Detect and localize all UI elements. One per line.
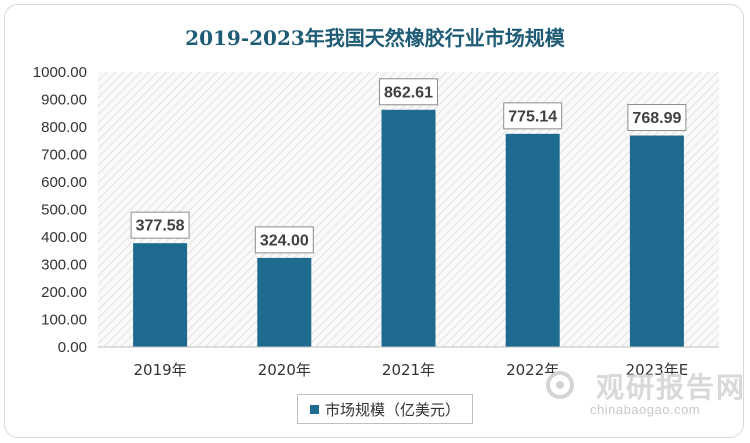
data-label: 862.61 bbox=[384, 84, 433, 101]
bar bbox=[381, 109, 436, 347]
watermark-logo-icon bbox=[546, 371, 574, 399]
chart-title: 2019-2023年我国天然橡胶行业市场规模 bbox=[185, 26, 565, 50]
legend-swatch bbox=[310, 404, 319, 414]
x-tick-label: 2022年 bbox=[506, 361, 559, 379]
data-label: 377.58 bbox=[136, 218, 185, 235]
y-tick-label: 200.00 bbox=[41, 284, 87, 301]
legend-label: 市场规模（亿美元） bbox=[325, 401, 461, 419]
x-tick-label: 2021年 bbox=[382, 361, 435, 379]
data-label-box bbox=[254, 226, 314, 254]
y-tick-label: 700.00 bbox=[41, 147, 87, 164]
watermark-url: chinabaogao.com bbox=[590, 402, 701, 417]
data-label: 768.99 bbox=[632, 110, 681, 127]
data-label: 775.14 bbox=[508, 108, 557, 125]
y-tick-label: 500.00 bbox=[41, 202, 87, 219]
data-label-box bbox=[130, 211, 190, 239]
data-label-box bbox=[379, 78, 438, 106]
x-tick-label: 2020年 bbox=[258, 361, 311, 379]
watermark-text: 观研报告网 bbox=[596, 371, 747, 404]
y-tick-label: 800.00 bbox=[41, 119, 87, 136]
data-label-box bbox=[627, 104, 687, 132]
bar bbox=[505, 133, 560, 347]
y-tick-label: 900.00 bbox=[41, 92, 87, 109]
x-tick-label: 2023年E bbox=[626, 361, 689, 379]
y-tick-label: 100.00 bbox=[41, 312, 87, 329]
x-tick-label: 2019年 bbox=[134, 361, 187, 379]
y-tick-label: 1000.00 bbox=[33, 64, 87, 81]
y-tick-label: 400.00 bbox=[41, 229, 87, 246]
bar bbox=[133, 243, 188, 347]
y-tick-label: 600.00 bbox=[41, 174, 87, 191]
data-label: 324.00 bbox=[260, 232, 309, 249]
y-tick-label: 300.00 bbox=[41, 257, 87, 274]
data-label-box bbox=[503, 102, 563, 130]
bar bbox=[257, 257, 312, 347]
y-tick-label: 0.00 bbox=[58, 339, 87, 356]
bar bbox=[629, 135, 684, 347]
legend: 市场规模（亿美元） bbox=[297, 394, 474, 424]
